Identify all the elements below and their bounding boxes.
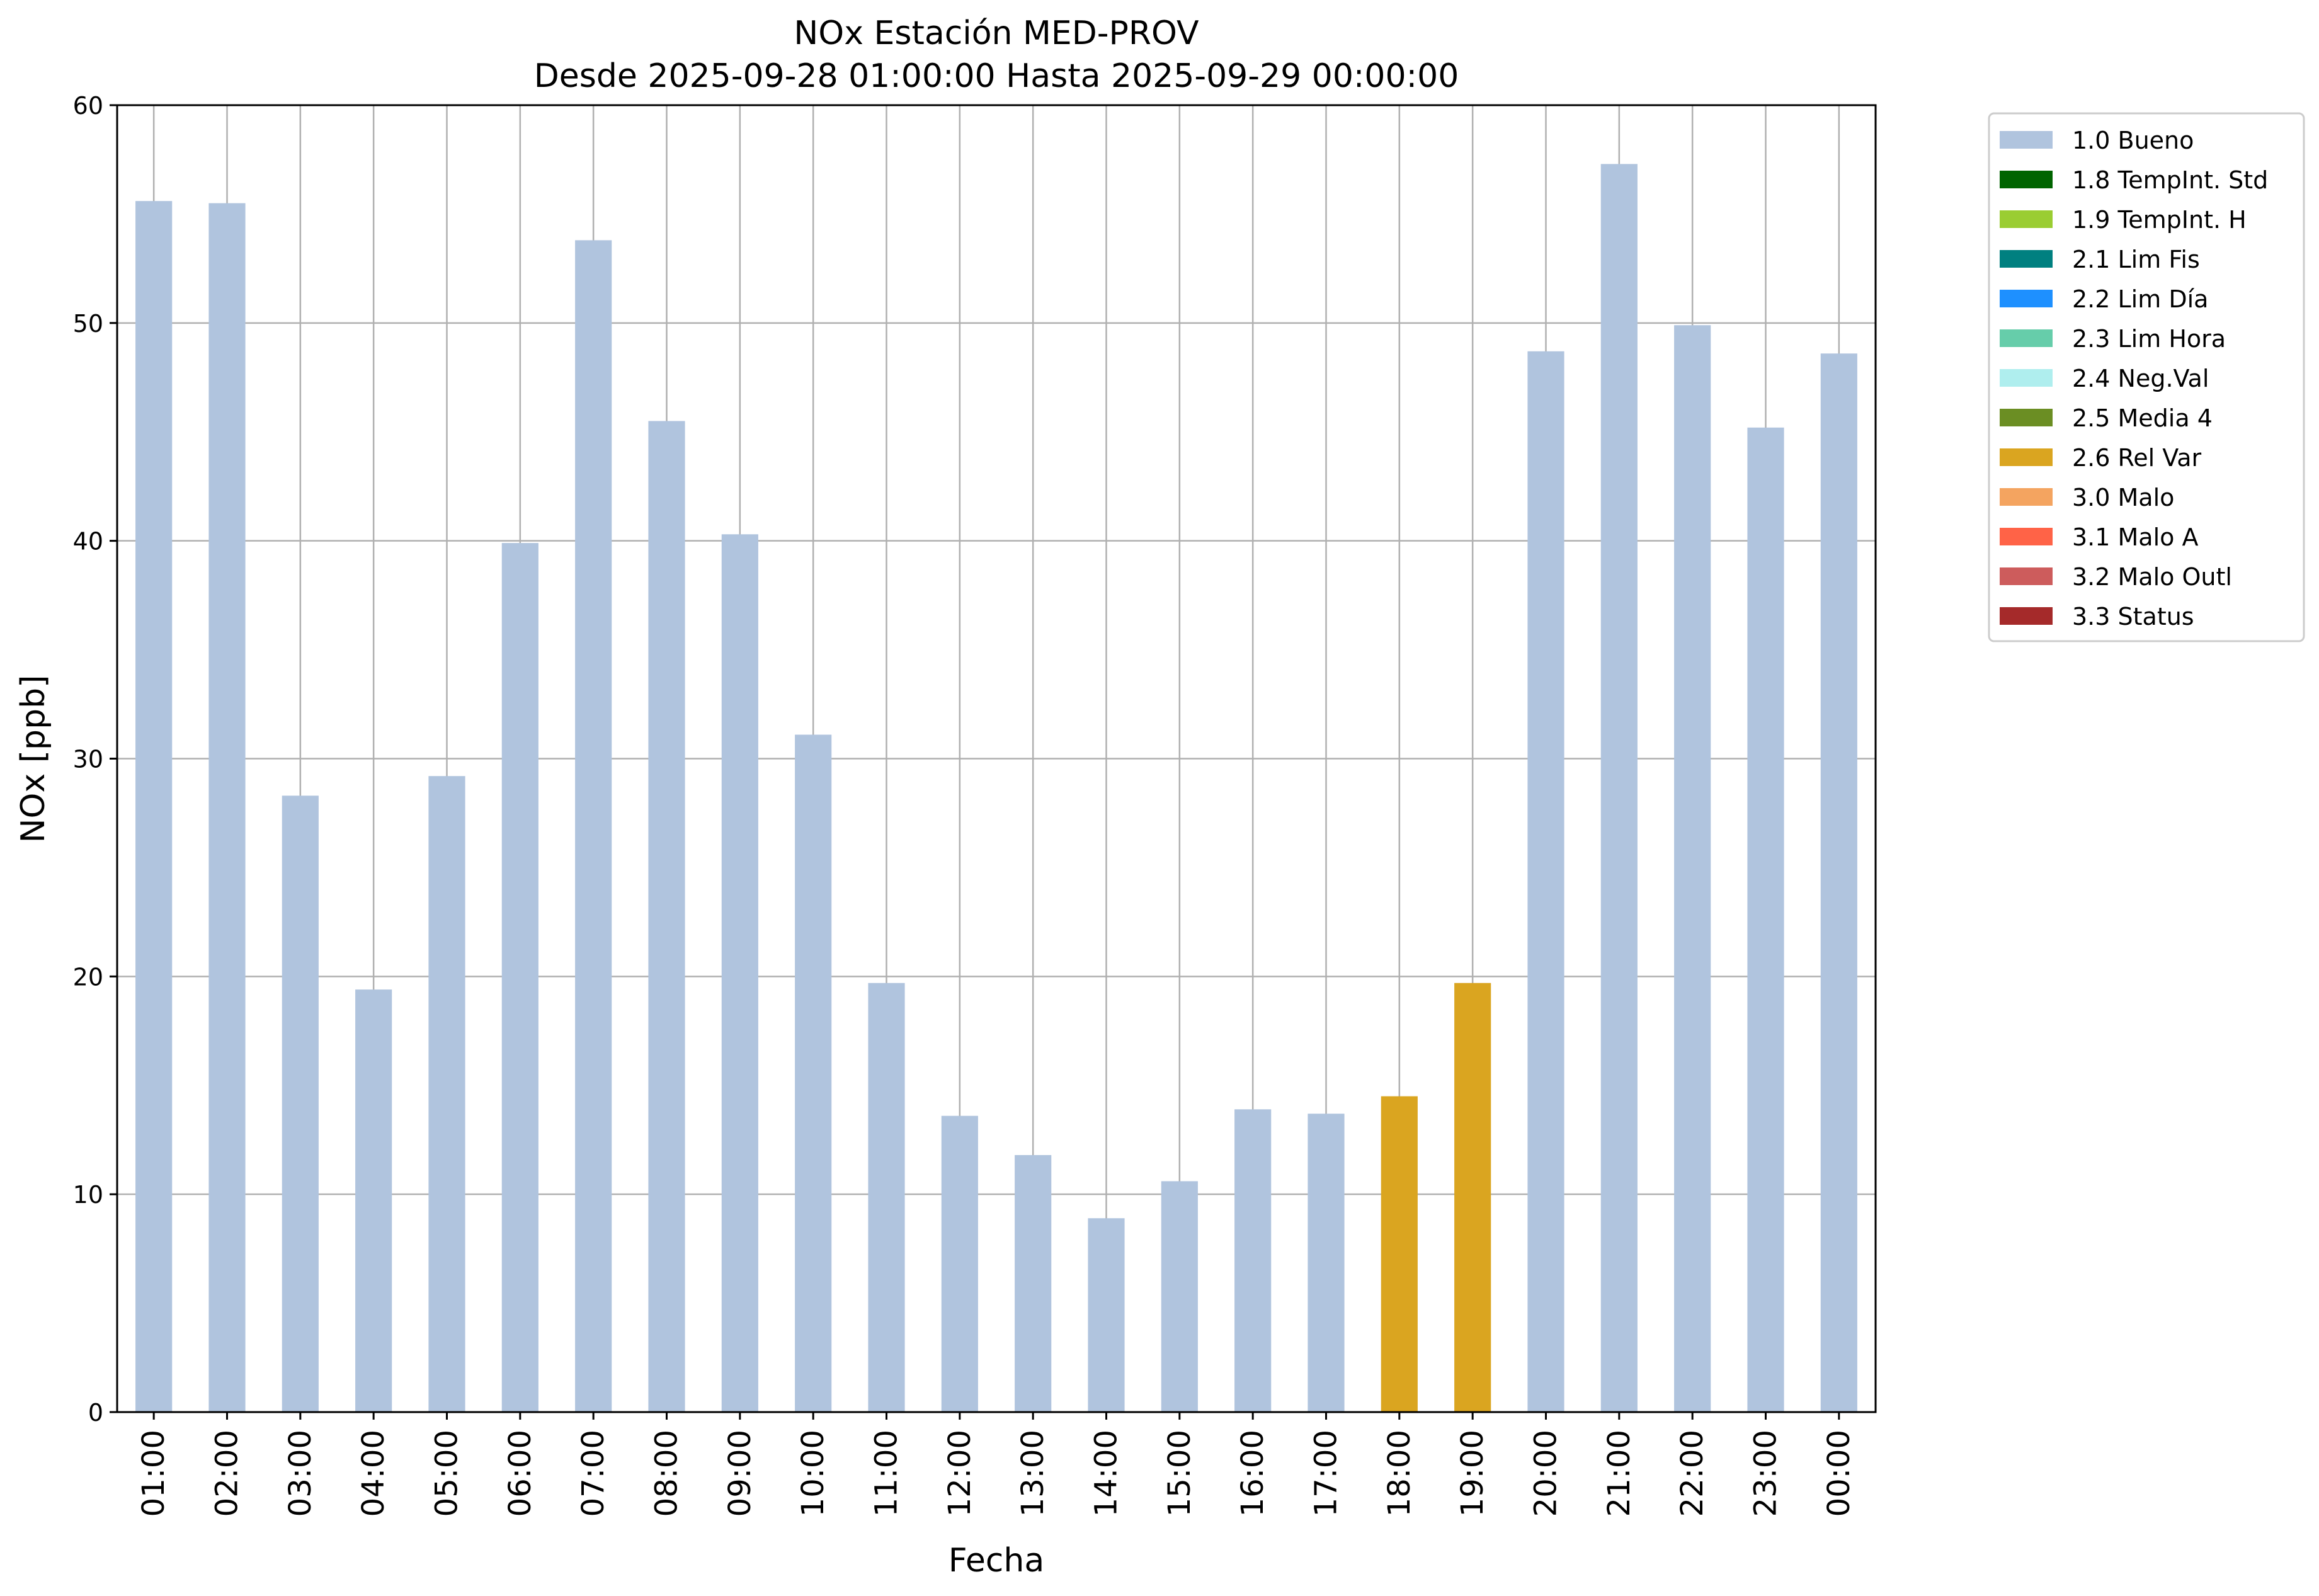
legend-swatch [2000,131,2053,149]
legend-swatch [2000,528,2053,545]
legend-swatch [2000,409,2053,426]
legend-frame [1988,112,2305,642]
bar-06:00 [501,543,538,1412]
bar-00:00 [1820,353,1857,1412]
bar-08:00 [648,421,685,1413]
x-tick-label: 18:00 [1382,1430,1417,1517]
bar-16:00 [1234,1109,1272,1412]
bar-13:00 [1015,1154,1052,1412]
plot-frame [116,104,1877,1413]
x-tick-label: 00:00 [1821,1430,1857,1517]
legend-swatch [2000,329,2053,347]
x-axis-ticks: 01:00 02:00 03:00 04:00 05:00 06:00 07:00 08:00… [136,1412,1857,1517]
y-tick-label: 50 [73,310,103,338]
legend-label: 3.2 Malo Outl [2072,563,2232,591]
x-tick-label: 20:00 [1529,1430,1564,1517]
y-tick-label: 60 [73,92,103,120]
y-tick-label: 30 [73,746,103,773]
x-tick-label: 01:00 [136,1430,171,1517]
legend: 1.0 Bueno 1.8 TempInt. Std 1.9 TempInt. H 2… [1988,112,2305,642]
x-tick-label: 15:00 [1162,1430,1197,1517]
bar-15:00 [1161,1181,1198,1412]
bar-07:00 [575,240,612,1413]
x-tick-label: 05:00 [430,1430,465,1517]
y-axis-ticks: 0 10 20 30 40 50 60 [73,92,117,1427]
x-axis-label: Fecha [949,1542,1044,1580]
x-tick-label: 16:00 [1235,1430,1270,1517]
y-tick-label: 40 [73,528,103,556]
x-tick-label: 17:00 [1309,1430,1344,1517]
x-tick-label: 12:00 [942,1430,977,1517]
bar-01:00 [135,201,173,1413]
legend-label: 1.9 TempInt. H [2072,206,2247,234]
legend-label: 3.0 Malo [2072,484,2174,511]
bar-11:00 [868,983,905,1412]
legend-label: 2.4 Neg.Val [2072,365,2209,392]
bar-14:00 [1088,1218,1125,1412]
bar-18:00 [1381,1096,1418,1412]
x-tick-label: 10:00 [795,1430,831,1517]
y-axis-label: NOx [ppb] [14,675,52,843]
y-tick-label: 20 [73,963,103,991]
legend-label: 1.0 Bueno [2072,127,2194,154]
chart-title: NOx Estación MED-PROV [794,14,1199,52]
legend-label: 2.3 Lim Hora [2072,325,2226,353]
legend-swatch [2000,448,2053,466]
bar-04:00 [355,989,392,1412]
x-tick-label: 22:00 [1675,1430,1710,1517]
legend-label: 2.6 Rel Var [2072,444,2202,472]
x-tick-label: 21:00 [1602,1430,1637,1517]
legend-label: 1.8 TempInt. Std [2072,166,2268,194]
legend-swatch [2000,171,2053,188]
bar-17:00 [1308,1114,1345,1412]
x-tick-label: 19:00 [1455,1430,1490,1517]
bar-22:00 [1674,325,1711,1412]
bar-20:00 [1527,351,1564,1412]
x-tick-label: 06:00 [503,1430,538,1517]
bar-19:00 [1454,983,1491,1412]
x-tick-label: 23:00 [1748,1430,1784,1517]
x-tick-label: 08:00 [649,1430,685,1517]
x-tick-label: 13:00 [1015,1430,1051,1517]
legend-swatch [2000,250,2053,268]
legend-label: 3.3 Status [2072,603,2194,630]
legend-label: 2.2 Lim Día [2072,285,2208,313]
legend-swatch [2000,290,2053,307]
bar-12:00 [941,1115,978,1412]
x-tick-label: 09:00 [722,1430,758,1517]
bar-10:00 [795,734,832,1412]
bar-21:00 [1600,164,1638,1412]
bar-09:00 [721,534,758,1412]
x-tick-label: 14:00 [1089,1430,1124,1517]
legend-swatch [2000,488,2053,506]
bar-05:00 [428,776,465,1412]
x-tick-label: 07:00 [576,1430,611,1517]
legend-label: 3.1 Malo A [2072,523,2198,551]
bar-23:00 [1747,427,1784,1413]
x-tick-label: 11:00 [869,1430,904,1517]
bar-02:00 [208,203,246,1412]
x-tick-label: 04:00 [356,1430,391,1517]
bars-group [135,164,1857,1413]
x-tick-label: 03:00 [283,1430,318,1517]
legend-swatch [2000,567,2053,585]
legend-swatch [2000,607,2053,625]
x-tick-label: 02:00 [210,1430,245,1517]
legend-swatch [2000,369,2053,387]
legend-label: 2.1 Lim Fis [2072,246,2200,273]
chart-subtitle: Desde 2025-09-28 01:00:00 Hasta 2025-09-… [534,57,1459,95]
legend-swatch [2000,210,2053,228]
y-tick-label: 0 [88,1399,103,1427]
y-tick-label: 10 [73,1181,103,1209]
bar-03:00 [282,795,319,1412]
legend-label: 2.5 Media 4 [2072,404,2213,432]
